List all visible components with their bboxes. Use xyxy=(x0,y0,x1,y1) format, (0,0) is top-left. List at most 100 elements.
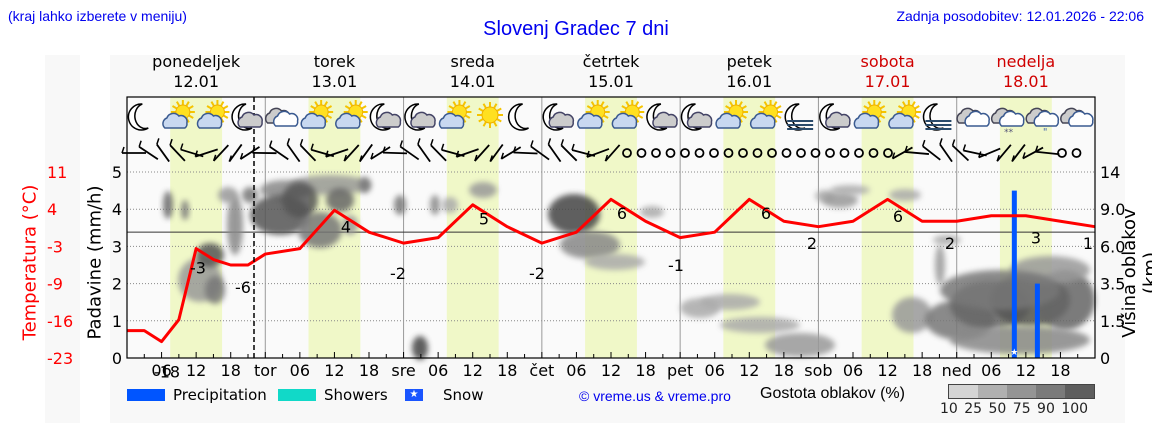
day-header-3: četrtek 15.01 xyxy=(542,52,680,92)
showers-swatch xyxy=(278,389,316,401)
day-name: ponedeljek xyxy=(152,52,241,71)
temperature-label: -1 xyxy=(668,256,684,275)
x-tick-label: 06 xyxy=(290,361,310,380)
day-date: 13.01 xyxy=(311,72,358,91)
day-header-6: nedelja 18.01 xyxy=(957,52,1095,92)
day-header-0: ponedeljek 12.01 xyxy=(127,52,265,92)
temperature-label: 6 xyxy=(617,204,627,223)
moon-cloud-icon xyxy=(369,103,402,131)
legend-snow: ★ Snow xyxy=(405,386,483,404)
x-tick-label: ned xyxy=(942,361,972,380)
day-header-2: sreda 14.01 xyxy=(404,52,542,92)
cloud-height-tick: 6.0 xyxy=(1100,237,1125,256)
sun-cloud-icon xyxy=(577,100,610,129)
moon-cloud-icon xyxy=(819,103,851,131)
day-date: 14.01 xyxy=(449,72,496,91)
x-tick-label: 12 xyxy=(877,361,897,380)
x-tick-label: čet xyxy=(529,361,554,380)
x-tick-label: 06 xyxy=(151,361,171,380)
snow-star-icon: ★ xyxy=(405,389,423,401)
cloud-height-tick: 1.5 xyxy=(1100,312,1125,331)
day-date: 18.01 xyxy=(1002,72,1049,91)
moon-icon xyxy=(127,103,149,131)
moon-fog-icon xyxy=(784,103,814,131)
sun-cloud-icon xyxy=(888,100,921,129)
weather-icons: ** " xyxy=(127,100,1094,138)
cloud-height-tick: 14 xyxy=(1100,163,1120,182)
x-tick-label: tor xyxy=(254,361,277,380)
day-name: torek xyxy=(313,52,356,71)
temperature-label: -6 xyxy=(235,278,251,297)
temperature-tick: -9 xyxy=(47,275,63,294)
temperature-label: 6 xyxy=(893,207,903,226)
sun-cloud-icon xyxy=(162,100,195,129)
legend-showers: Showers xyxy=(278,386,388,404)
temperature-tick: 4 xyxy=(47,200,57,219)
sun-icon xyxy=(477,102,503,128)
x-tick-label: 18 xyxy=(1050,361,1070,380)
cloud-icon xyxy=(1060,107,1094,127)
temperature-label: 2 xyxy=(807,234,817,253)
temperature-line: -18 -3 -6 4 -2 5 -2 6 -1 6 2 6 2 3 1 xyxy=(127,197,1096,382)
temperature-tick: -3 xyxy=(47,237,63,256)
x-tick-label: 12 xyxy=(1016,361,1036,380)
copyright-link[interactable]: © vreme.us & vreme.pro xyxy=(579,388,731,404)
x-tick-label: 18 xyxy=(359,361,379,380)
last-update: Zadnja posodobitev: 12.01.2026 - 22:06 xyxy=(896,8,1144,24)
x-tick-label: sre xyxy=(391,361,415,380)
moon-icon xyxy=(507,103,529,131)
x-tick-label: 06 xyxy=(843,361,863,380)
cloud-height-tick: 9.0 xyxy=(1100,200,1125,219)
x-tick-label: pet xyxy=(667,361,693,380)
cloud-icon xyxy=(264,107,299,127)
x-tick-label: 12 xyxy=(739,361,759,380)
sun-cloud-icon xyxy=(853,100,887,129)
precipitation-bars: ★ xyxy=(1010,190,1040,358)
day-date: 16.01 xyxy=(726,72,773,91)
x-tick-label: 06 xyxy=(981,361,1001,380)
day-name: sobota xyxy=(860,52,915,71)
precip-tick: 3 xyxy=(112,237,122,256)
rain-cloud-icon: " xyxy=(1025,107,1060,138)
day-date: 12.01 xyxy=(173,72,220,91)
x-tick-label: 18 xyxy=(497,361,517,380)
sun-cloud-icon xyxy=(335,100,368,129)
temperature-label: 5 xyxy=(479,210,489,229)
x-tick-label: 18 xyxy=(774,361,794,380)
cloud-density-title: Gostota oblakov (%) xyxy=(760,385,905,402)
x-tick-label: 12 xyxy=(324,361,344,380)
day-name: četrtek xyxy=(582,52,640,71)
x-tick-label: 18 xyxy=(635,361,655,380)
day-date: 17.01 xyxy=(864,72,911,91)
day-name: petek xyxy=(726,52,772,71)
temperature-tick: -23 xyxy=(47,349,73,368)
showers-label: Showers xyxy=(324,386,388,404)
x-tick-label: 12 xyxy=(601,361,621,380)
precip-tick: 1 xyxy=(112,312,122,331)
temperature-label: 4 xyxy=(341,218,351,237)
temperature-label: -2 xyxy=(390,264,406,283)
temperature-label: 6 xyxy=(761,204,771,223)
precipitation-label: Precipitation xyxy=(173,386,267,404)
moon-cloud-icon xyxy=(542,103,575,131)
x-tick-label: 18 xyxy=(912,361,932,380)
x-tick-label: 06 xyxy=(428,361,448,380)
legend-precipitation: Precipitation xyxy=(127,386,267,404)
sun-cloud-icon xyxy=(715,100,748,129)
moon-fog-icon xyxy=(922,103,952,131)
cloud-density-field xyxy=(163,175,1095,360)
temperature-label: 1 xyxy=(1083,234,1093,253)
temperature-axis-panel xyxy=(45,55,80,423)
x-tick-label: 12 xyxy=(463,361,483,380)
x-tick-label: 06 xyxy=(705,361,725,380)
precip-tick: 5 xyxy=(112,163,122,182)
temperature-tick: -16 xyxy=(47,312,73,331)
menu-hint[interactable]: (kraj lahko izberete v meniju) xyxy=(8,8,187,24)
moon-cloud-icon xyxy=(231,103,263,131)
cloud-density-scale xyxy=(948,384,1095,399)
sun-cloud-icon xyxy=(300,100,334,129)
sun-cloud-icon xyxy=(438,100,472,129)
day-header-1: torek 13.01 xyxy=(265,52,403,92)
temperature-label: -3 xyxy=(190,259,206,278)
